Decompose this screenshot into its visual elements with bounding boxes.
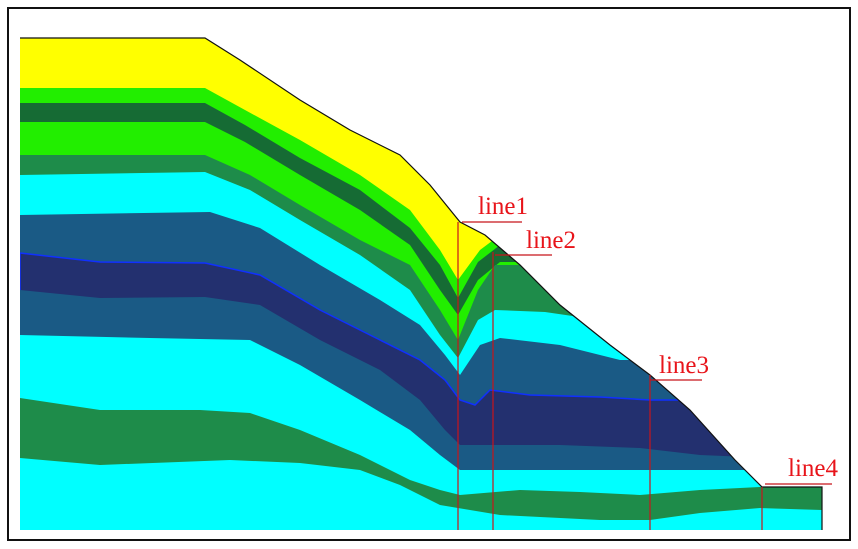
line-label: line4	[788, 455, 838, 482]
line-label: line2	[526, 227, 576, 254]
cross-section: line1 line2 line3 line4	[0, 0, 858, 549]
line-label: line3	[659, 352, 709, 379]
line-label: line1	[478, 193, 528, 220]
page: line1 line2 line3 line4 (() => { const d…	[0, 0, 858, 549]
